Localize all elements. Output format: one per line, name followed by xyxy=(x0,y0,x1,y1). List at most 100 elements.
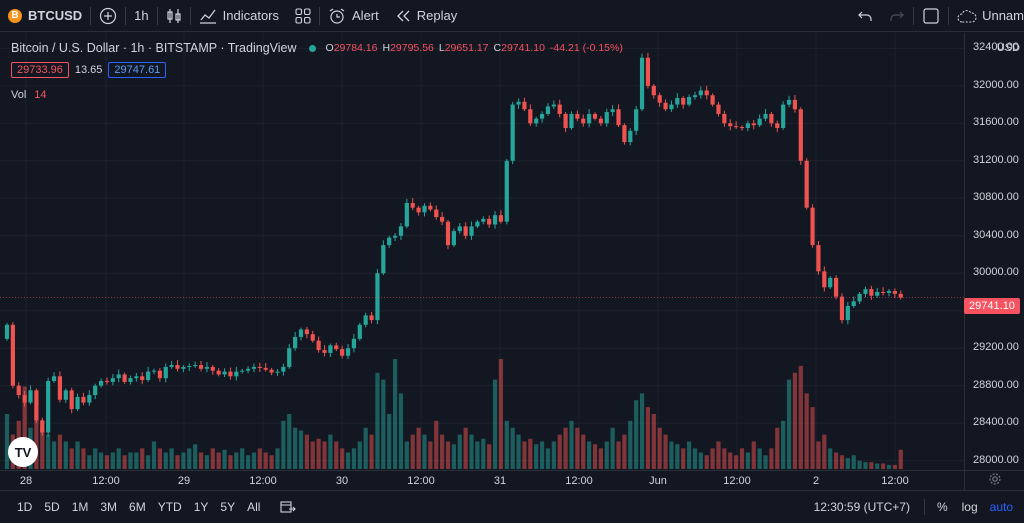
volume-bar xyxy=(487,444,492,469)
candle-body xyxy=(828,277,833,288)
candle-body xyxy=(163,366,168,379)
candle-body xyxy=(357,324,362,339)
buy-price-button[interactable]: 29747.61 xyxy=(108,62,167,78)
candle-body xyxy=(175,365,180,369)
range-button-6m[interactable]: 6M xyxy=(129,500,146,514)
currency-label[interactable]: USD xyxy=(996,42,1020,54)
symbol-search[interactable]: B BTCUSD xyxy=(0,0,90,32)
volume-bar xyxy=(510,427,515,469)
candle-body xyxy=(522,101,527,110)
fullscreen-button[interactable] xyxy=(914,0,948,32)
volume-bar xyxy=(4,414,10,469)
range-button-1d[interactable]: 1D xyxy=(17,500,33,514)
goto-date-button[interactable] xyxy=(280,500,297,514)
candle-body xyxy=(675,98,680,105)
candle-body xyxy=(146,371,151,381)
candle-body xyxy=(275,371,280,373)
volume-bar xyxy=(898,449,903,469)
time-tick-label: 29 xyxy=(177,475,191,487)
chart-type-button[interactable] xyxy=(158,0,190,32)
toolbar-divider xyxy=(90,6,92,25)
candle-body xyxy=(639,57,645,110)
candle-body xyxy=(263,367,268,370)
volume-bar xyxy=(345,452,351,469)
volume-bar xyxy=(316,438,321,469)
candle-body xyxy=(487,218,492,225)
scale-settings-button[interactable] xyxy=(964,470,1024,490)
price-scale[interactable]: USD 32400.00 32000.00 31600.00 31200.00 3080… xyxy=(964,33,1024,470)
volume-bar xyxy=(57,434,63,469)
candle-body xyxy=(245,368,251,371)
symbol-label: BTCUSD xyxy=(28,8,83,23)
replay-button[interactable]: Replay xyxy=(387,0,465,32)
toolbar-divider xyxy=(948,6,950,25)
templates-button[interactable] xyxy=(287,0,319,32)
clock-timezone[interactable]: 12:30:59 (UTC+7) xyxy=(813,500,910,514)
range-button-3m[interactable]: 3M xyxy=(100,500,118,514)
time-tick-label: 12:00 xyxy=(92,475,120,487)
candle-body xyxy=(839,296,845,321)
auto-toggle[interactable]: auto xyxy=(989,500,1013,514)
tradingview-logo[interactable]: TV xyxy=(8,437,38,467)
range-button-all[interactable]: All xyxy=(247,500,261,514)
volume-bar xyxy=(451,444,456,469)
volume-bar xyxy=(704,455,709,469)
compare-button[interactable] xyxy=(91,0,125,32)
candle-body xyxy=(345,348,351,356)
undo-button[interactable] xyxy=(849,0,881,32)
candle-body xyxy=(381,245,386,274)
sell-price-button[interactable]: 29733.96 xyxy=(11,62,69,78)
volume-bar xyxy=(440,434,445,469)
candle-body xyxy=(739,127,745,129)
volume-bar xyxy=(828,448,833,469)
candle-body xyxy=(234,371,239,377)
volume-bar xyxy=(663,434,668,469)
candle-body xyxy=(93,385,98,396)
candlestick-chart[interactable] xyxy=(0,33,964,470)
bid-ask-panel: 29733.96 13.65 29747.61 xyxy=(11,62,167,78)
volume-bar xyxy=(98,452,104,469)
volume-bar xyxy=(786,379,792,469)
indicators-button[interactable]: Indicators xyxy=(191,0,287,32)
chart-pane[interactable] xyxy=(0,33,964,470)
volume-bar xyxy=(734,455,739,469)
volume-bar xyxy=(410,434,415,469)
volume-bar xyxy=(93,448,98,469)
range-button-5y[interactable]: 5Y xyxy=(220,500,236,514)
candle-body xyxy=(722,113,727,124)
time-scale[interactable]: 28 12:00 29 12:00 30 12:00 31 12:00 Jun 12:00 2 12:… xyxy=(0,470,964,490)
range-button-5d[interactable]: 5D xyxy=(44,500,60,514)
candle-body xyxy=(151,370,157,372)
volume-bar xyxy=(187,448,192,469)
log-toggle[interactable]: log xyxy=(961,500,978,514)
volume-legend[interactable]: Vol 14 xyxy=(11,89,47,101)
volume-bar xyxy=(404,441,409,469)
candle-body xyxy=(498,215,504,222)
volume-bar xyxy=(416,427,421,469)
candle-body xyxy=(869,289,874,296)
volume-bar xyxy=(645,407,651,469)
alert-button[interactable]: Alert xyxy=(320,0,387,32)
redo-button[interactable] xyxy=(881,0,913,32)
volume-bar xyxy=(369,434,374,469)
range-button-1m[interactable]: 1M xyxy=(71,500,89,514)
volume-bar xyxy=(169,448,174,469)
range-button-1y[interactable]: 1Y xyxy=(193,500,209,514)
series-legend[interactable]: Bitcoin / U.S. Dollar · 1h · BITSTAMP · … xyxy=(11,41,623,55)
volume-bar xyxy=(710,448,715,469)
range-button-ytd[interactable]: YTD xyxy=(157,500,182,514)
volume-bar xyxy=(610,427,615,469)
volume-bar xyxy=(128,452,133,469)
volume-bar xyxy=(445,441,451,469)
time-tick-label: 31 xyxy=(493,475,507,487)
interval-button[interactable]: 1h xyxy=(126,0,156,32)
volume-bar xyxy=(581,434,586,469)
volume-bar xyxy=(328,434,333,469)
candle-body xyxy=(757,118,762,126)
layout-button[interactable]: Unnam xyxy=(949,0,1024,32)
toolbar-divider xyxy=(319,6,321,25)
candle-body xyxy=(440,217,445,222)
volume-bar xyxy=(310,441,315,469)
volume-bar xyxy=(140,448,145,469)
percent-toggle[interactable]: % xyxy=(936,500,948,514)
